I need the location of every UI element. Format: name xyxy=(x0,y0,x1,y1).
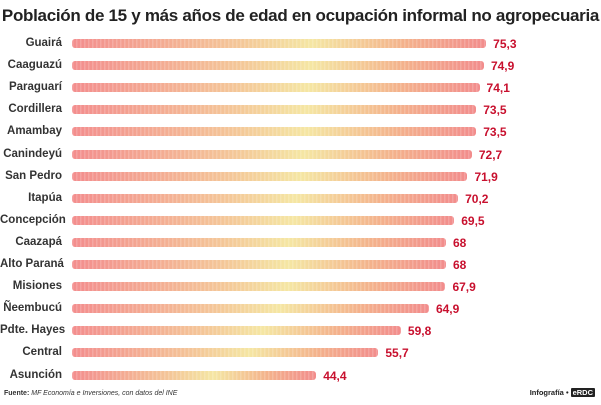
value-label: 67,9 xyxy=(452,280,476,295)
bar xyxy=(72,215,455,225)
category-label: Itapúa xyxy=(28,191,62,204)
credit: Infografía • eRDC xyxy=(530,388,595,397)
bar xyxy=(72,326,401,336)
category-label: Pdte. Hayes xyxy=(0,324,66,337)
category-label: Misiones xyxy=(12,280,62,293)
category-label: Concepción xyxy=(0,213,66,226)
chart-title: Población de 15 y más años de edad en oc… xyxy=(1,6,600,25)
bar xyxy=(72,149,472,159)
category-label: Amambay xyxy=(7,125,62,138)
value-label: 74,1 xyxy=(486,81,510,96)
value-label: 55,7 xyxy=(385,346,409,361)
credit-label: Infografía • xyxy=(529,388,569,397)
value-label: 70,2 xyxy=(465,191,489,206)
brand-logo: eRDC xyxy=(570,388,595,397)
value-label: 74,9 xyxy=(490,59,515,74)
value-label: 71,9 xyxy=(474,169,498,184)
bar xyxy=(72,39,487,48)
bar xyxy=(72,260,446,269)
value-label: 59,8 xyxy=(407,324,432,339)
value-label: 64,9 xyxy=(435,302,460,317)
bar xyxy=(72,61,484,71)
category-label: San Pedro xyxy=(5,169,62,182)
value-label: 73,5 xyxy=(483,103,507,118)
value-label: 73,5 xyxy=(483,125,507,140)
bar xyxy=(72,237,446,247)
value-label: 44,4 xyxy=(323,368,347,383)
bar xyxy=(72,127,477,137)
category-label: Caazapá xyxy=(15,235,62,248)
category-label: Canindeyú xyxy=(3,147,62,160)
category-label: Central xyxy=(22,346,62,359)
value-label: 72,7 xyxy=(478,147,503,162)
value-label: 68 xyxy=(453,235,467,250)
bar xyxy=(72,83,480,93)
source-text: MF Economía e Inversiones, con datos del… xyxy=(31,390,178,397)
value-label: 69,5 xyxy=(461,213,485,228)
category-label: Ñeembucú xyxy=(3,302,62,315)
chart-plot-area: Guairá 75,3 Caaguazú 74,9 Paraguarí 74,1 Cordi… xyxy=(0,30,601,390)
category-label: Caaguazú xyxy=(7,59,62,72)
bar xyxy=(72,370,317,380)
source-note: Fuente: MF Economía e Inversiones, con d… xyxy=(4,390,177,397)
bar xyxy=(72,348,379,358)
bar xyxy=(72,105,477,115)
category-label: Guairá xyxy=(25,37,62,49)
value-label: 75,3 xyxy=(493,37,517,51)
category-label: Paraguarí xyxy=(8,81,62,94)
bar xyxy=(72,304,429,314)
bar xyxy=(72,193,459,203)
category-label: Cordillera xyxy=(8,103,62,116)
bar xyxy=(72,171,468,181)
category-label: Alto Paraná xyxy=(0,258,64,270)
category-label: Asunción xyxy=(9,368,62,381)
value-label: 68 xyxy=(453,258,467,272)
bar xyxy=(72,282,446,292)
source-label: Fuente: xyxy=(4,390,30,397)
